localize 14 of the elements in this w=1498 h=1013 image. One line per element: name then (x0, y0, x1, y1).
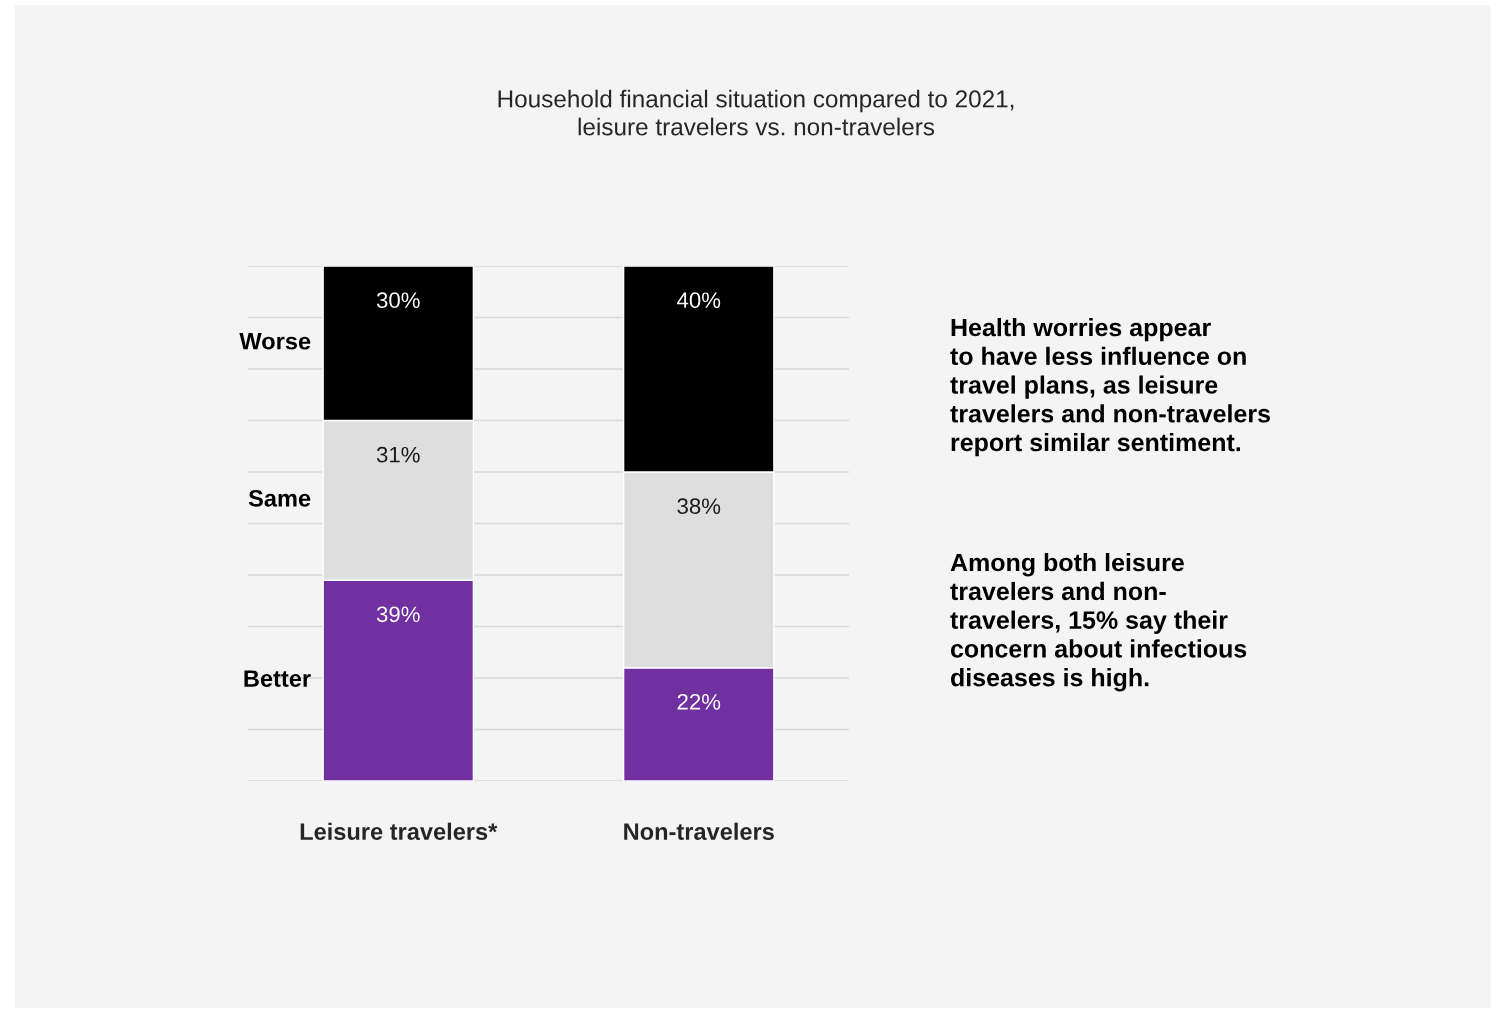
data-label: 39% (376, 606, 420, 623)
x-tick-label: Non-travelers (624, 822, 774, 841)
series-label: Better (244, 670, 311, 687)
series-label: Same (248, 489, 311, 507)
data-label: 31% (376, 446, 420, 463)
text: Among both leisure travelers and non- travelers, 15% say their concern about infectious diseases is high. (950, 553, 1247, 692)
data-label: 22% (677, 693, 721, 710)
chart-title: Household financial situation compared to 2021, leisure travelers vs. non-travelers (498, 89, 1014, 136)
data-label: 30% (376, 292, 420, 309)
x-tick-label: Leisure travelers* (300, 822, 498, 841)
text: Health worries appear to have less influence on travel plans, as leisure travelers and non-travelers report similar sentiment. (950, 318, 1270, 457)
series-label: Worse (239, 333, 311, 350)
data-label: 40% (677, 292, 721, 309)
data-label: 38% (677, 498, 721, 515)
